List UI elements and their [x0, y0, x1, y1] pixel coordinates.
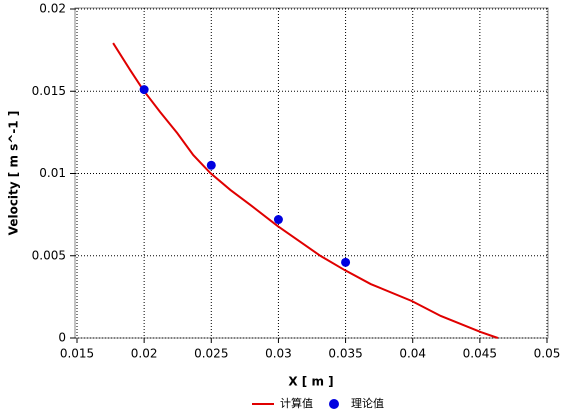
data-point — [206, 160, 216, 170]
y-tick-label: 0 — [58, 331, 66, 345]
y-tick-label: 0.005 — [32, 248, 66, 262]
x-tick-label: 0.045 — [463, 347, 497, 361]
x-tick-label: 0.05 — [534, 347, 561, 361]
x-tick-label: 0.035 — [328, 347, 362, 361]
data-point — [273, 215, 283, 225]
x-axis-label: X [ m ] — [288, 375, 333, 389]
legend-label: 计算值 — [280, 396, 313, 410]
data-point — [341, 257, 351, 267]
x-tick-label: 0.03 — [265, 347, 292, 361]
x-tick-label: 0.04 — [399, 347, 426, 361]
data-point — [139, 85, 149, 95]
legend-swatch — [329, 399, 339, 409]
x-tick-label: 0.025 — [194, 347, 228, 361]
legend-label: 理论值 — [351, 396, 384, 410]
y-axis-label: Velocity [ m s^-1 ] — [7, 111, 21, 236]
data-line — [112, 42, 499, 339]
y-tick-label: 0.01 — [39, 166, 66, 180]
x-tick-label: 0.015 — [60, 347, 94, 361]
y-tick-label: 0.02 — [39, 2, 66, 16]
x-tick-label: 0.02 — [131, 347, 158, 361]
y-tick-label: 0.015 — [32, 84, 66, 98]
